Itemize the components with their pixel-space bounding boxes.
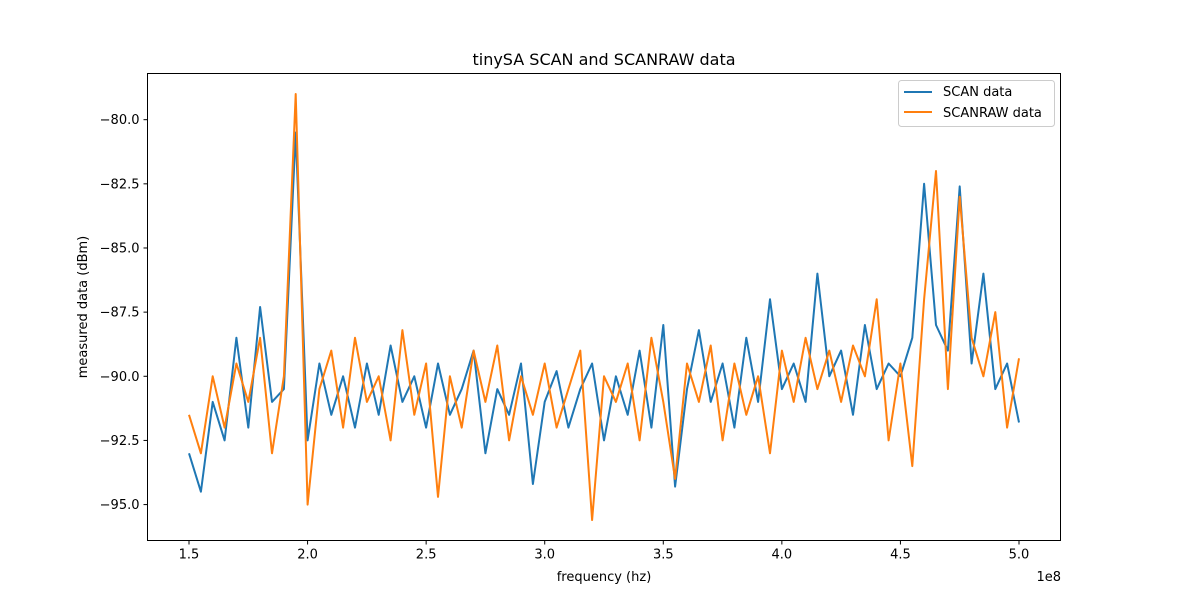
x-axis-label: frequency (hz) [557,570,652,585]
plot-area-frame [147,73,1061,541]
x-tick-label: 2.5 [416,548,437,563]
y-tick-label: −82.5 [100,177,140,192]
chart-title: tinySA SCAN and SCANRAW data [472,50,735,69]
x-tick-label: 1.5 [179,548,200,563]
legend-label-scan: SCAN data [943,85,1012,100]
x-tick-label: 3.5 [653,548,674,563]
series-line-scan [188,131,1020,493]
x-tick-label: 4.0 [772,548,793,563]
legend: SCAN data SCANRAW data [898,80,1055,127]
y-tick-label: −80.0 [100,113,140,128]
x-tick-label: 4.5 [890,548,911,563]
y-axis-label: measured data (dBm) [76,236,91,378]
x-axis: 1.5 2.0 2.5 3.0 3.5 4.0 4.5 5.0 [179,540,1030,563]
legend-label-scanraw: SCANRAW data [943,106,1042,121]
x-tick-label: 5.0 [1009,548,1030,563]
series-layer [188,93,1020,521]
y-tick-label: −95.0 [100,498,140,513]
y-tick-label: −85.0 [100,241,140,256]
legend-box [898,80,1055,127]
y-axis: −80.0 −82.5 −85.0 −87.5 −90.0 −92.5 −95.0 [100,113,148,513]
series-line-scanraw [188,93,1020,521]
y-tick-label: −90.0 [100,370,140,385]
x-axis-offset-label: 1e8 [1036,570,1061,585]
x-tick-label: 2.0 [297,548,318,563]
x-tick-label: 3.0 [534,548,555,563]
y-tick-label: −92.5 [100,434,140,449]
y-tick-label: −87.5 [100,306,140,321]
